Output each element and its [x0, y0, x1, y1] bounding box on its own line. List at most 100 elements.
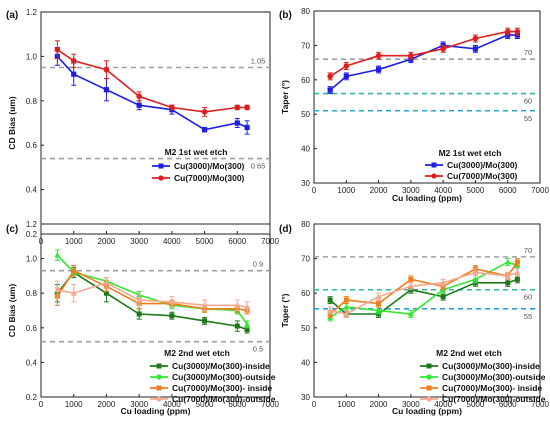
reference-line-label: 1.05 — [251, 57, 266, 66]
legend-swatch-marker — [426, 363, 432, 369]
data-point — [103, 290, 109, 296]
x-tick-label: 5000 — [196, 400, 214, 409]
legend-swatch-marker — [431, 162, 437, 168]
y-tick-label: 0.6 — [26, 324, 38, 333]
data-point — [375, 307, 382, 313]
data-point — [343, 297, 349, 303]
y-axis-label: Taper (°) — [280, 293, 290, 327]
y-tick-label: 1.0 — [26, 52, 38, 61]
data-point — [136, 93, 142, 100]
data-point — [343, 73, 349, 79]
y-tick-label: 0.2 — [26, 230, 38, 239]
reference-line-label: 55 — [524, 312, 532, 321]
data-point — [54, 286, 61, 293]
panel-3: (d) 70 60 55 0 1000 2000 3000 4000 5000 6000 7000 30… — [279, 220, 549, 416]
x-tick-label: 1000 — [337, 186, 355, 195]
y-tick-label: 60 — [301, 76, 310, 85]
x-axis-label: Cu loading (ppm) — [121, 406, 191, 416]
data-point — [201, 109, 208, 115]
x-tick-label: 3000 — [402, 400, 420, 409]
legend-swatch-marker — [426, 385, 432, 391]
data-point — [375, 293, 382, 300]
y-tick-label: 40 — [301, 145, 310, 154]
data-point — [70, 290, 77, 296]
data-point — [472, 46, 479, 52]
data-point — [514, 269, 521, 275]
data-point — [376, 301, 382, 307]
x-tick-label: 6000 — [499, 186, 517, 195]
y-tick-label: 80 — [301, 7, 310, 16]
y-tick-label: 0.8 — [26, 289, 38, 298]
reference-line-label: 0.65 — [251, 162, 266, 171]
x-tick-label: 1000 — [65, 237, 83, 246]
legend-swatch-marker — [426, 374, 432, 380]
data-point — [472, 269, 479, 275]
y-tick-label: 50 — [301, 110, 310, 119]
x-tick-label: 6000 — [499, 400, 517, 409]
data-point — [244, 327, 250, 333]
y-tick-label: 50 — [301, 324, 310, 333]
legend-entry-label: Cu(7000)/Mo(300)-outside — [442, 394, 546, 404]
x-tick-label: 0 — [312, 400, 317, 409]
legend-entry-label: Cu(3000)/Mo(300)-inside — [442, 361, 540, 371]
y-tick-label: 60 — [301, 289, 310, 298]
reference-line-label: 60 — [524, 97, 532, 106]
legend-swatch-marker — [156, 385, 162, 391]
y-tick-label: 0.8 — [26, 97, 38, 106]
data-point — [71, 71, 77, 77]
data-point — [504, 258, 511, 265]
data-point — [168, 298, 175, 305]
x-tick-label: 7000 — [531, 400, 549, 409]
series-line — [56, 269, 248, 312]
y-axis-label: CD Bias (um) — [7, 284, 17, 338]
data-point — [54, 46, 61, 53]
data-point — [202, 318, 208, 324]
data-point — [234, 104, 241, 111]
legend-title: M2 2nd wet etch — [436, 348, 502, 358]
data-point — [343, 310, 350, 317]
y-tick-label: 70 — [301, 41, 310, 50]
data-point — [136, 311, 142, 317]
y-tick-label: 40 — [301, 358, 310, 367]
legend-entry-label: Cu(7000)/Mo(300) — [447, 171, 518, 181]
data-point — [70, 58, 77, 64]
legend-entry-label: Cu(7000)/Mo(300)-outside — [172, 394, 276, 404]
legend-entry-label: Cu(3000)/Mo(300)-outside — [442, 372, 546, 382]
legend-entry-label: Cu(7000)/Mo(300) — [174, 173, 245, 183]
data-point — [169, 104, 175, 111]
panel-1: (b) 70 60 55 0 1000 2000 3000 4000 5000 6000 7000 30… — [279, 7, 549, 203]
data-point — [103, 87, 110, 93]
panel-label: (b) — [279, 10, 292, 21]
y-axis-label: Taper (°) — [280, 80, 290, 114]
data-point — [244, 321, 251, 327]
data-point — [244, 104, 250, 111]
y-tick-label: 0.4 — [26, 186, 38, 195]
series-line — [329, 278, 518, 315]
panel-label: (d) — [279, 224, 292, 235]
legend-title: M2 1st wet etch — [165, 147, 228, 157]
data-point — [408, 276, 414, 282]
data-point — [514, 276, 520, 282]
data-point — [54, 251, 61, 258]
data-point — [327, 73, 333, 80]
data-point — [375, 66, 382, 73]
x-tick-label: 3000 — [130, 237, 148, 246]
data-point — [505, 280, 511, 286]
panel-0: (a)1.050.650 1000 2000 3000 4000 5000 6000 7000… — [6, 8, 279, 246]
data-point — [103, 279, 110, 286]
x-tick-label: 5000 — [467, 186, 485, 195]
plot-frame — [313, 10, 541, 184]
legend-swatch-marker — [156, 396, 162, 402]
legend-swatch-marker — [426, 396, 432, 402]
data-point — [343, 63, 350, 69]
plot-frame — [40, 223, 271, 398]
data-point — [201, 127, 208, 133]
series-0 — [54, 47, 250, 135]
reference-line-label: 55 — [524, 114, 532, 123]
series-line — [329, 30, 518, 78]
data-point — [440, 294, 446, 300]
data-point — [244, 124, 250, 131]
series-1 — [54, 249, 251, 329]
legend-swatch-marker — [158, 175, 164, 181]
legend-entry-label: Cu(3000)/Mo(300)-inside — [172, 361, 270, 371]
